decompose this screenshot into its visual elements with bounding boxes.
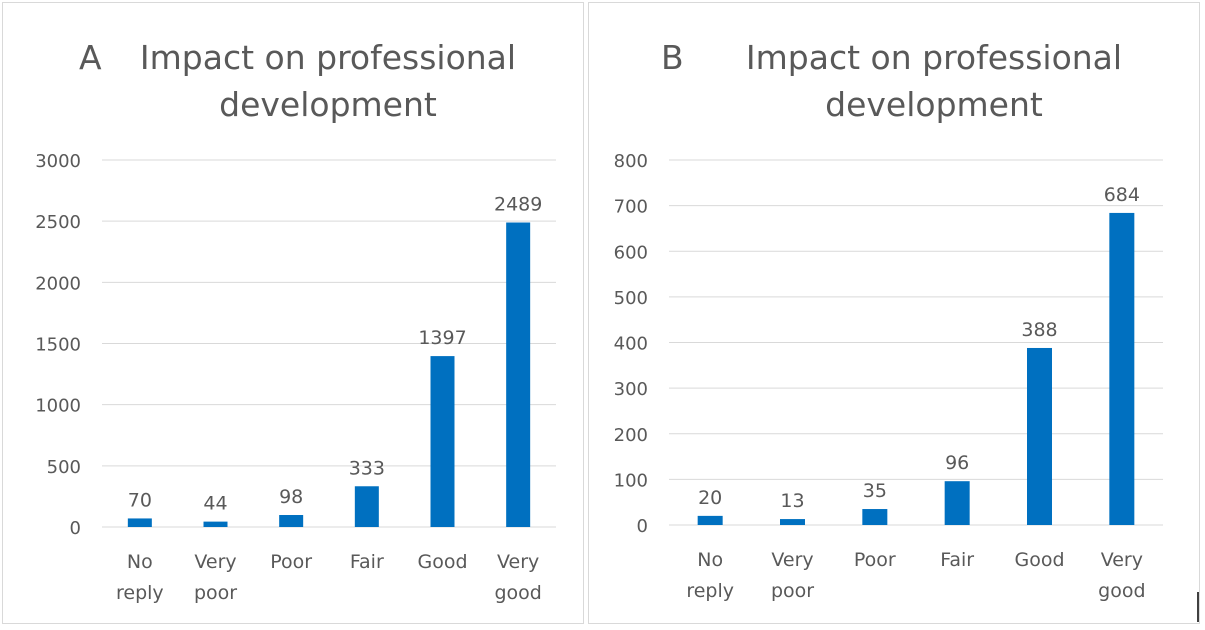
chart-panel-a: A Impact on professional development 0 50… [2,2,584,624]
y-tick-label: 800 [614,151,648,172]
y-tick-label: 400 [614,334,648,355]
y-tick-label: 1000 [35,396,81,417]
x-tick-label: poor [194,582,237,604]
data-label: 35 [863,480,887,502]
x-tick-label: Poor [270,551,312,573]
x-tick-label: Good [417,551,467,573]
bar [127,518,152,527]
data-label: 13 [780,490,804,512]
x-tick-label: Very [194,551,236,573]
title-line2-b: development [825,85,1043,124]
title-line1-a: Impact on professional [139,38,517,77]
y-tick-label: 0 [70,518,81,539]
x-tick-label: Fair [350,551,384,573]
y-tick-label: 2000 [35,273,81,294]
bar [697,515,723,525]
data-label: 388 [1021,319,1057,341]
x-tick-label: No [127,551,153,573]
y-tick-label: 700 [614,197,648,218]
y-tick-label: 300 [614,379,648,400]
x-tick-label: Very [771,549,813,571]
y-tick-label: 0 [637,516,648,537]
edge-divider [1197,592,1199,622]
y-tick-label: 2500 [35,212,81,233]
panel-letter-a: A [79,38,102,77]
bar [203,521,228,527]
bar [944,481,970,525]
y-tick-label: 100 [614,470,648,491]
bar [1027,347,1052,525]
data-label: 1397 [418,327,466,349]
data-label: 20 [698,487,722,509]
x-tick-label: poor [771,580,814,602]
bar [780,519,805,525]
x-tick-label: No [697,549,723,571]
data-label: 333 [349,457,385,479]
title-line2-a: development [219,85,437,124]
x-tick-label: good [1098,580,1145,602]
panel-letter-b: B [661,38,684,77]
bar [862,509,888,525]
data-label: 70 [128,489,152,511]
x-tick-label: good [494,582,541,604]
x-tick-label: Good [1014,549,1064,571]
x-tick-label: reply [686,580,734,602]
y-tick-label: 200 [614,425,648,446]
data-label: 96 [945,452,969,474]
bar [279,515,304,527]
title-line1-b: Impact on professional [745,38,1123,77]
y-tick-label: 1500 [35,335,81,356]
data-label: 98 [279,486,303,508]
data-label: 44 [203,493,227,515]
bar [354,486,379,527]
y-tick-label: 600 [614,242,648,263]
x-tick-label: Poor [854,549,896,571]
bar-chart-b: 0 100 200 300 400 500 600 700 800 20 No reply 13 Very… [614,151,1163,602]
bar-chart-a: 0 500 1000 1500 2000 2500 3000 70 No reply 44 Very p… [35,151,556,604]
y-tick-label: 500 [47,457,81,478]
y-tick-label: 500 [614,288,648,309]
y-tick-label: 3000 [35,151,81,172]
x-tick-label: Fair [940,549,974,571]
x-tick-label: Very [1101,549,1143,571]
data-label: 2489 [494,194,542,216]
x-tick-label: reply [116,582,164,604]
data-label: 684 [1104,184,1140,206]
bar [506,222,531,527]
bar [1109,212,1135,526]
bar [430,356,455,527]
chart-panel-b: B Impact on professional development 0 10… [588,2,1200,624]
x-tick-label: Very [497,551,539,573]
